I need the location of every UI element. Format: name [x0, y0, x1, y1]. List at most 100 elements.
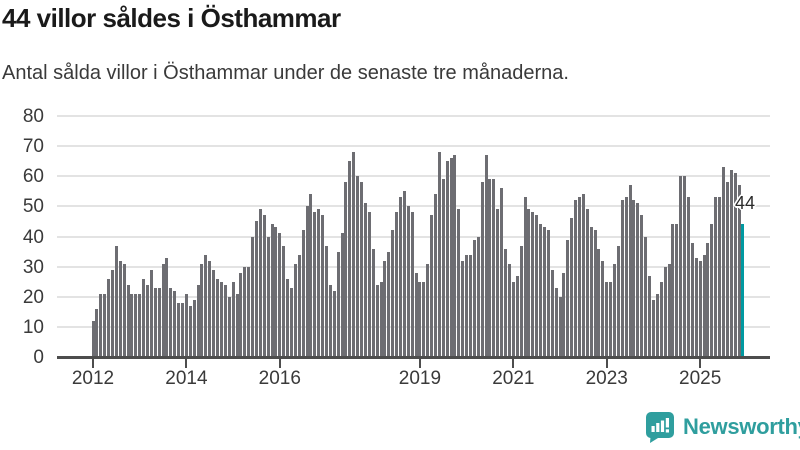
bar [418, 281, 422, 357]
bar [173, 290, 177, 357]
bar [95, 308, 99, 357]
bar [729, 170, 733, 357]
bar [546, 230, 550, 357]
bar [243, 266, 247, 357]
bar [570, 218, 574, 357]
bar [153, 287, 157, 357]
bar [138, 293, 142, 357]
page-title: 44 villor såldes i Östhammar [2, 3, 341, 33]
bar [589, 227, 593, 357]
bar [410, 212, 414, 357]
bar [733, 173, 737, 357]
bar [613, 263, 617, 357]
bar [437, 152, 441, 357]
bar [472, 239, 476, 357]
bar [445, 161, 449, 357]
bar [297, 254, 301, 357]
bar [188, 305, 192, 357]
bar [519, 245, 523, 357]
x-axis-tick-2012 [92, 358, 94, 368]
bar [110, 269, 114, 357]
bar [710, 224, 714, 357]
bar [107, 278, 111, 357]
bar [574, 200, 578, 357]
bar [550, 269, 554, 357]
bar [500, 188, 504, 357]
bar [231, 281, 235, 357]
bar [542, 227, 546, 357]
bar [433, 194, 437, 357]
bar [149, 269, 153, 357]
bar [363, 203, 367, 357]
bar [449, 158, 453, 357]
bar [305, 206, 309, 357]
bar [578, 197, 581, 357]
y-axis-label-80: 80 [22, 106, 44, 127]
bar [181, 302, 185, 357]
bar [301, 230, 305, 357]
bar [91, 320, 95, 357]
bar [484, 155, 488, 357]
bar [597, 248, 601, 357]
bar [527, 209, 531, 357]
bar [165, 257, 169, 357]
newsworthy-wordmark: Newsworthy [683, 414, 800, 439]
x-axis-label-2023: 2023 [585, 368, 628, 389]
bar [313, 212, 317, 357]
bar [103, 293, 107, 357]
gridline-y-80 [57, 115, 770, 117]
x-axis-tick-2023 [605, 358, 608, 368]
bar [321, 215, 325, 357]
bar [566, 239, 570, 357]
bar [515, 275, 519, 357]
x-axis-label-2014: 2014 [165, 368, 208, 389]
bar [161, 263, 165, 357]
bar [356, 176, 360, 357]
last-value-label: 44 [734, 193, 755, 214]
bar [706, 242, 710, 357]
bar [99, 293, 103, 357]
bar [679, 176, 683, 357]
y-axis-label-0: 0 [33, 347, 44, 368]
bar [266, 236, 270, 357]
bar [402, 191, 406, 357]
bar [562, 272, 566, 357]
bar [328, 284, 332, 357]
bar [192, 299, 196, 357]
y-axis-label-70: 70 [22, 136, 44, 158]
bar [391, 230, 395, 357]
bar [558, 296, 562, 357]
bar [644, 236, 648, 357]
bar [476, 236, 480, 357]
bar [441, 179, 445, 357]
bar [247, 266, 251, 357]
bar [535, 215, 539, 357]
bar [737, 185, 741, 357]
bar [507, 263, 511, 357]
bar [184, 293, 188, 357]
bar [667, 263, 671, 357]
bar [620, 200, 624, 357]
x-axis-label-2016: 2016 [258, 368, 301, 389]
bar [204, 254, 208, 357]
bar [492, 179, 496, 357]
bar [426, 263, 430, 357]
bar [371, 248, 375, 357]
bar [539, 224, 543, 357]
bar [216, 278, 220, 357]
bar [469, 254, 473, 357]
bar [659, 281, 663, 357]
bar [286, 278, 290, 357]
bar [219, 281, 223, 357]
bar [367, 212, 371, 357]
bar [648, 275, 652, 357]
bar [671, 224, 675, 357]
bar [270, 224, 274, 357]
y-axis-label-50: 50 [22, 196, 44, 218]
bar [196, 284, 200, 357]
x-axis-tick-2021 [512, 358, 515, 368]
y-axis-label-10: 10 [22, 316, 44, 338]
bar [725, 182, 729, 357]
bar [422, 281, 426, 357]
bar [114, 245, 118, 357]
